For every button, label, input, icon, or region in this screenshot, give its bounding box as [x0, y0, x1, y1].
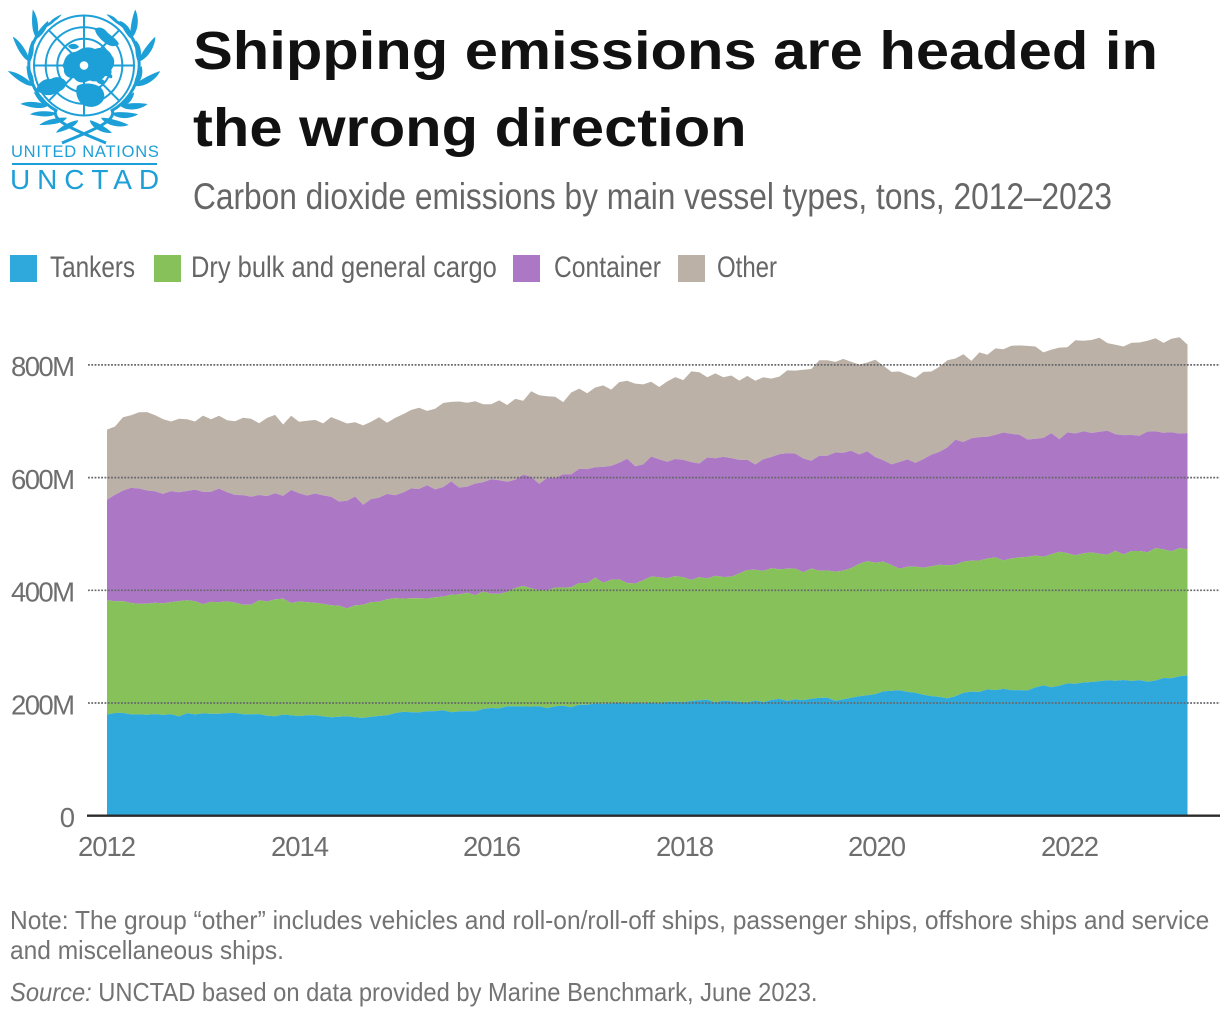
svg-text:0: 0 — [60, 802, 75, 833]
svg-text:800M: 800M — [11, 351, 75, 382]
svg-text:2020: 2020 — [848, 831, 906, 862]
svg-text:2018: 2018 — [656, 831, 714, 862]
svg-text:2014: 2014 — [271, 831, 329, 862]
svg-text:600M: 600M — [11, 464, 75, 495]
svg-text:2012: 2012 — [78, 831, 136, 862]
svg-text:200M: 200M — [11, 689, 75, 720]
svg-text:2022: 2022 — [1041, 831, 1099, 862]
svg-text:2016: 2016 — [463, 831, 521, 862]
svg-text:400M: 400M — [11, 577, 75, 608]
